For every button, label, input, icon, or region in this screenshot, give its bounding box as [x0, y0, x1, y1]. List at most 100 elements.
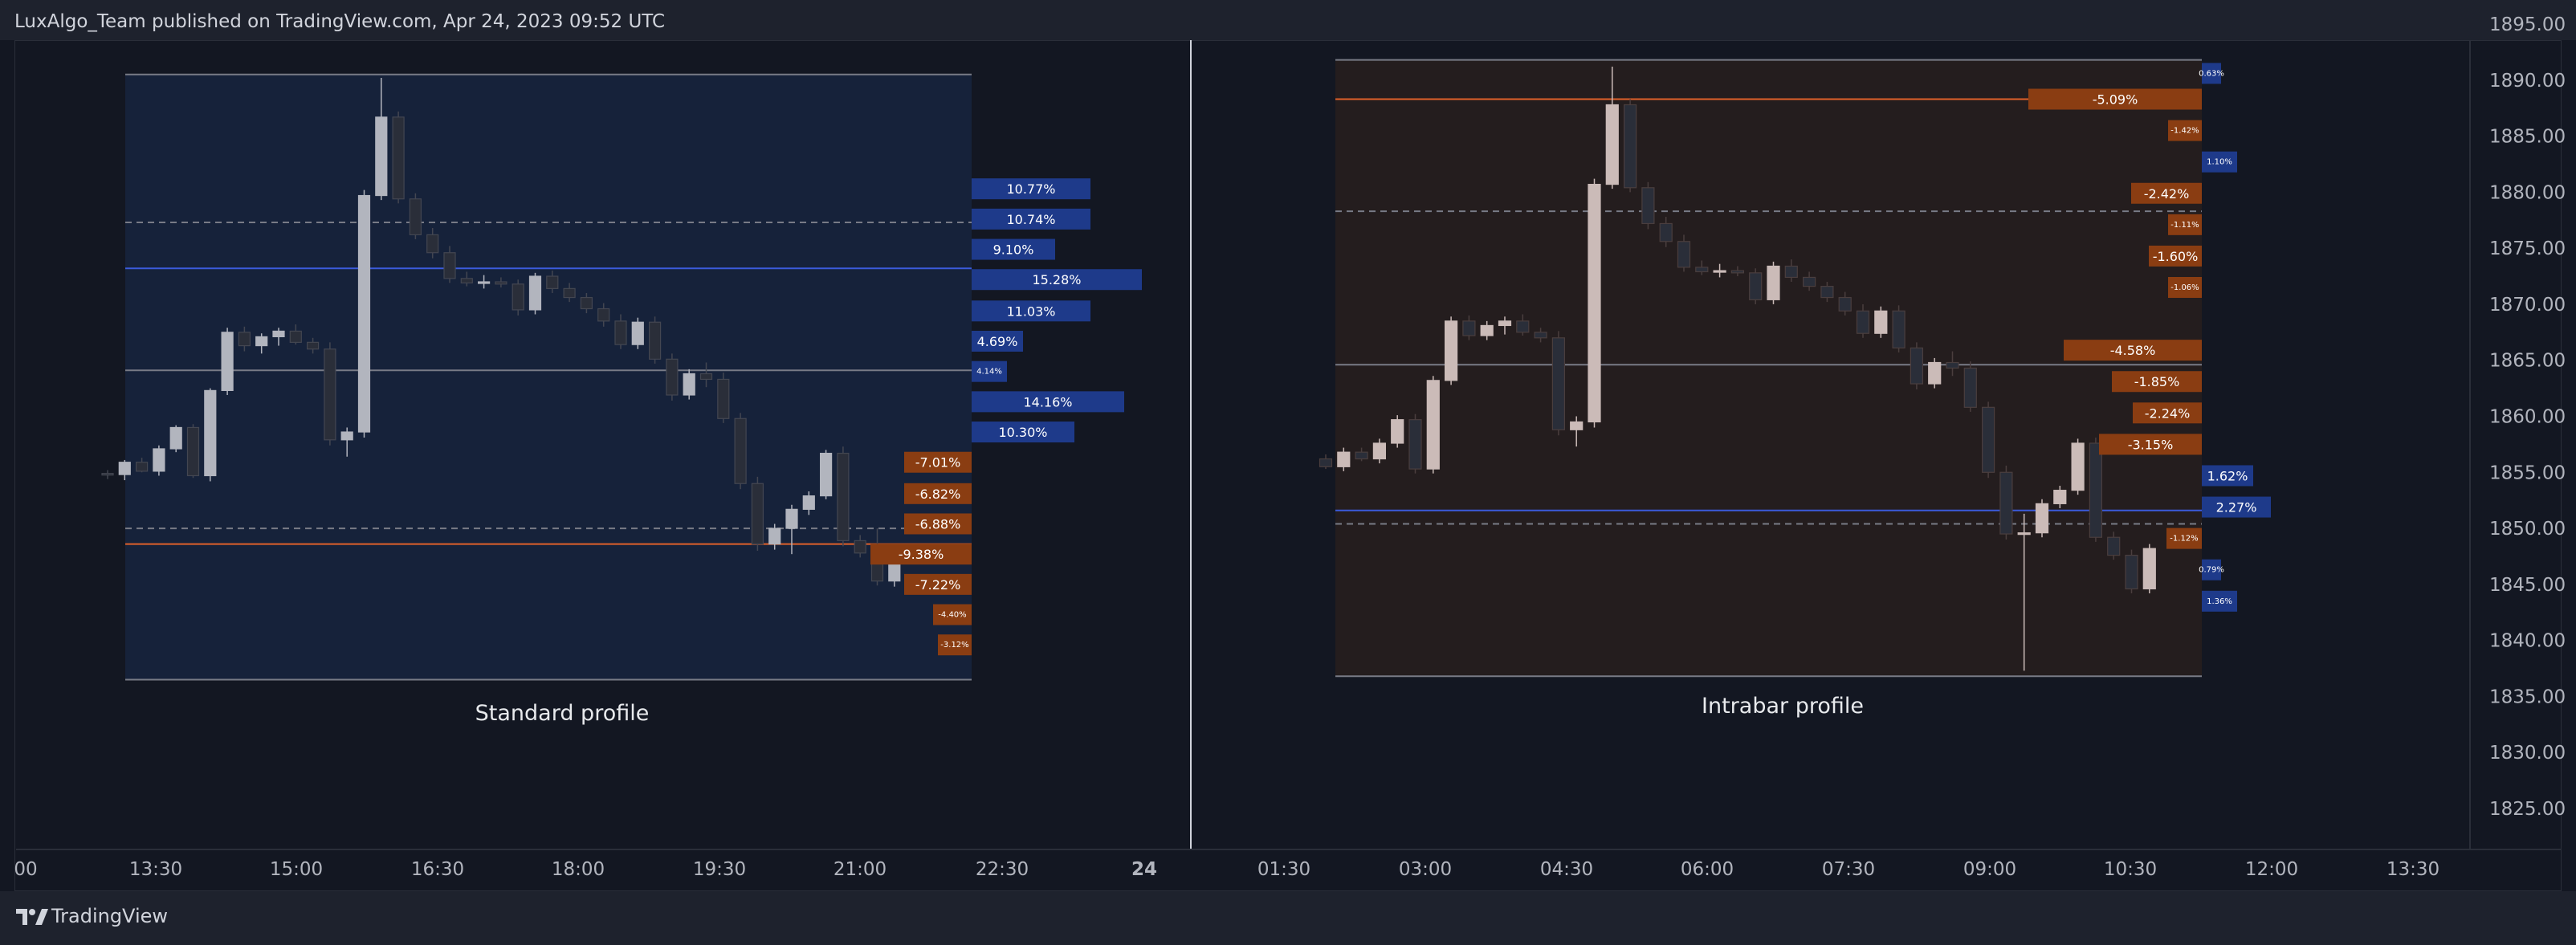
- profile-bar-label: 4.69%: [977, 334, 1018, 349]
- profile-bar-label: -6.88%: [915, 516, 961, 532]
- candle-body: [1659, 222, 1673, 242]
- profile-bar: [2202, 63, 2221, 84]
- profile-bar-label: 15.28%: [1032, 272, 1081, 287]
- candle-body: [426, 234, 439, 254]
- time-tick-label: 03:00: [1399, 859, 1452, 880]
- candle-body: [528, 275, 542, 311]
- candle-body: [255, 336, 268, 347]
- candle-body: [734, 418, 747, 484]
- candle-body: [631, 321, 644, 345]
- profile-bar-label: 9.10%: [993, 242, 1034, 258]
- profile-bar: [904, 483, 972, 504]
- candle-body: [1426, 380, 1440, 470]
- candle-body: [1999, 471, 2013, 535]
- footer-bar: [0, 891, 2576, 945]
- price-tick-label: 1830.00: [2489, 743, 2566, 764]
- candle-body: [614, 320, 627, 345]
- price-tick-label: 1855.00: [2489, 462, 2566, 483]
- profile-bar-label: -1.85%: [2134, 374, 2180, 389]
- profile-bar: [2202, 559, 2221, 580]
- candle-body: [307, 341, 320, 350]
- candle-body: [1963, 367, 1977, 408]
- profile-bar: [870, 544, 972, 565]
- candle-body: [477, 281, 491, 284]
- time-tick-label: 24: [1131, 859, 1157, 880]
- time-tick-label: 01:30: [1257, 859, 1310, 880]
- candle-body: [1784, 265, 1798, 279]
- candle-body: [1695, 267, 1709, 273]
- profile-bar: [2131, 182, 2202, 204]
- candle-body: [1677, 241, 1691, 268]
- candle-body: [1946, 361, 1959, 369]
- tradingview-logo-icon[interactable]: [14, 907, 50, 927]
- profile-bar-label: -2.24%: [2145, 405, 2191, 421]
- candle-body: [648, 321, 662, 360]
- candle-body: [272, 330, 285, 338]
- time-tick-label: 10:30: [2104, 859, 2157, 880]
- time-tick-label: 12:00: [2245, 859, 2298, 880]
- profile-bar-label: -1.11%: [2170, 221, 2199, 230]
- candle-body: [1928, 361, 1942, 385]
- candle-body: [101, 473, 114, 476]
- time-tick-label: 19:30: [693, 859, 746, 880]
- time-tick-label: 13:30: [2386, 859, 2439, 880]
- price-tick-label: 1835.00: [2489, 686, 2566, 707]
- time-tick-label: 22:30: [976, 859, 1029, 880]
- profile-bar-label: 1.10%: [2207, 158, 2232, 167]
- profile-bar: [2149, 245, 2202, 267]
- candle-body: [392, 116, 405, 200]
- candle-body: [666, 358, 679, 396]
- panel-intrabar: 0.63% -5.09% -1.42% 1.10% -2.42% -1.11% -1.60%…: [1319, 59, 2271, 719]
- profile-bar: [2112, 371, 2202, 393]
- profile-bar: [972, 330, 1023, 352]
- candle-body: [1391, 419, 1404, 444]
- candle-body: [1570, 421, 1584, 430]
- tradingview-brand[interactable]: TradingView: [51, 905, 169, 927]
- candle-body: [1767, 265, 1780, 300]
- candle-body: [683, 373, 695, 396]
- time-tick-label: 09:00: [1963, 859, 2016, 880]
- candle-body: [717, 378, 730, 419]
- profile-box: [1335, 59, 2202, 677]
- candle-body: [1337, 451, 1351, 467]
- candle-body: [324, 348, 336, 441]
- candle-body: [1730, 270, 1744, 274]
- price-tick-label: 1890.00: [2489, 71, 2566, 92]
- profile-bar-label: 11.03%: [1006, 303, 1055, 319]
- profile-bar: [2168, 214, 2202, 235]
- profile-bar-label: -1.12%: [2170, 535, 2198, 544]
- candle-body: [580, 296, 593, 310]
- time-tick-label: 18:00: [552, 859, 605, 880]
- profile-bar: [972, 238, 1055, 260]
- profile-bar: [904, 573, 972, 595]
- time-tick-label: 04:30: [1540, 859, 1593, 880]
- candle-body: [819, 452, 833, 497]
- candle-body: [136, 462, 149, 472]
- profile-bar-label: -1.06%: [2170, 283, 2199, 292]
- profile-bar: [972, 391, 1124, 413]
- candle-body: [1749, 272, 1763, 300]
- profile-bar-label: -7.22%: [915, 577, 961, 593]
- profile-bar-label: -3.12%: [940, 641, 968, 650]
- time-tick-label: 06:00: [1681, 859, 1734, 880]
- panel-caption: Intrabar profile: [1702, 694, 1864, 719]
- candle-body: [186, 426, 200, 477]
- profile-bar: [2202, 496, 2271, 518]
- price-tick-label: 1865.00: [2489, 351, 2566, 372]
- candle-body: [375, 116, 388, 197]
- profile-bar: [2202, 151, 2237, 173]
- profile-bar-label: 2.27%: [2216, 500, 2257, 515]
- price-tick-label: 1845.00: [2489, 575, 2566, 596]
- price-tick-label: 1840.00: [2489, 631, 2566, 652]
- candle-body: [1892, 310, 1906, 348]
- profile-bar-label: -5.09%: [2093, 92, 2138, 108]
- candle-body: [1588, 183, 1601, 423]
- candle-body: [1713, 270, 1726, 273]
- profile-bar: [2202, 465, 2253, 487]
- profile-bar: [2168, 276, 2202, 298]
- price-tick-label: 1880.00: [2489, 182, 2566, 203]
- candle-body: [1605, 104, 1619, 185]
- published-caption: LuxAlgo_Team published on TradingView.co…: [14, 11, 666, 32]
- profile-bar-label: 4.14%: [976, 368, 1002, 377]
